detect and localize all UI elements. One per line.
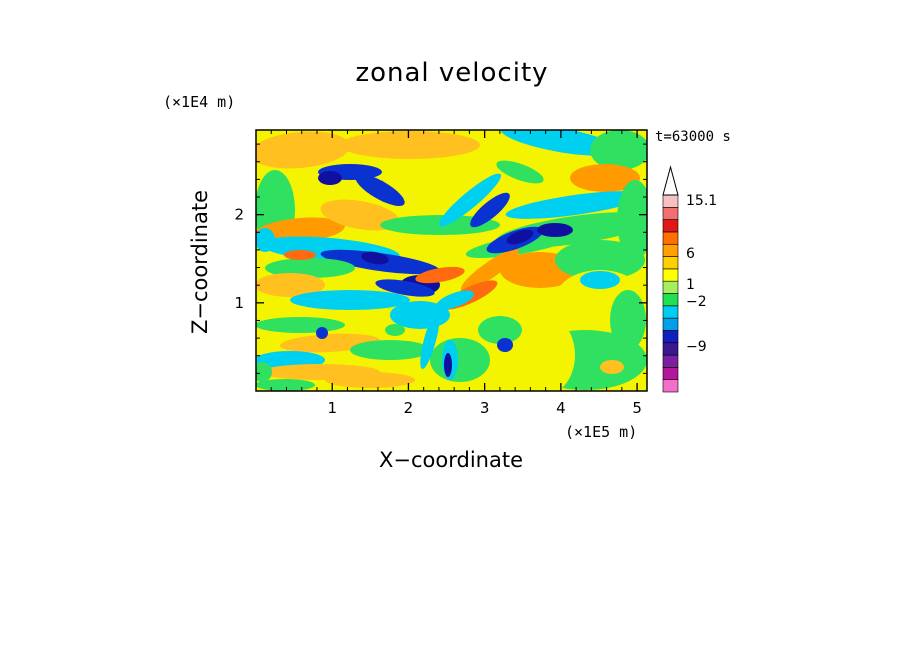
contour-patch: [430, 338, 490, 382]
colorbar-band: [662, 330, 679, 344]
colorbar-level-label: 1: [686, 277, 695, 293]
contour-patch: [460, 248, 520, 292]
x-axis-scale-label: (×1E5 m): [565, 423, 638, 441]
time-label: t=63000 s: [655, 129, 731, 145]
colorbar-level-label: 6: [686, 246, 695, 262]
colorbar-band: [662, 342, 679, 356]
y-axis-label: Z−coordinate: [188, 190, 212, 334]
x-tick-label: 5: [632, 399, 642, 417]
colorbar-level-label: −2: [686, 294, 707, 310]
x-tick-label: 1: [327, 399, 337, 417]
colorbar-band: [662, 207, 679, 220]
contour-patch: [385, 324, 405, 336]
contour-patch: [350, 340, 430, 360]
colorbar-level-label: −9: [686, 339, 707, 355]
y-tick-label: 1: [234, 294, 244, 312]
contour-patch: [610, 290, 646, 350]
colorbar-band: [662, 194, 679, 208]
contour-patch: [420, 310, 440, 370]
contour-patch: [470, 192, 510, 228]
colorbar-band: [662, 268, 679, 282]
colorbar-band: [662, 354, 679, 368]
colorbar-level-label: 15.1: [686, 193, 717, 209]
y-tick-label: 2: [234, 206, 244, 224]
contour-patch: [316, 327, 328, 339]
contour-patch: [415, 266, 465, 284]
contour-patch: [537, 223, 573, 237]
contour-patch: [256, 131, 350, 169]
contour-patch: [265, 258, 355, 278]
colorbar-band: [662, 243, 679, 257]
x-tick-label: 3: [480, 399, 490, 417]
contour-patch: [506, 229, 534, 245]
contour-patch: [444, 353, 452, 377]
contour-patch: [438, 173, 502, 227]
contour-patch: [290, 290, 410, 310]
colorbar-band: [662, 367, 679, 380]
contour-patch: [355, 173, 405, 207]
contour-patch: [256, 217, 345, 243]
y-axis: 12: [234, 143, 647, 374]
y-axis-scale-label: (×1E4 m): [163, 93, 236, 111]
colorbar-band: [662, 256, 679, 270]
contour-patch: [590, 130, 647, 170]
contour-patch: [256, 317, 345, 333]
colorbar-band: [662, 293, 679, 307]
contour-field: [256, 130, 647, 391]
x-axis: 1 2 3 4 5: [270, 130, 642, 417]
colorbar-band: [662, 305, 679, 319]
contour-patch: [284, 250, 316, 260]
contour-patch: [256, 273, 325, 297]
contour-patch: [580, 271, 620, 289]
contour-patch: [436, 290, 474, 310]
colorbar-band: [662, 280, 679, 294]
colorbar-band: [662, 231, 679, 245]
plot-frame: [255, 129, 648, 392]
x-tick-label: 4: [556, 399, 566, 417]
contour-patch: [496, 160, 544, 184]
colorbar-band: [662, 317, 679, 331]
contour-patch: [375, 279, 435, 297]
contour-patch: [570, 164, 640, 192]
contour-patch: [497, 338, 513, 352]
x-tick-label: 2: [404, 399, 414, 417]
contour-patch: [555, 240, 645, 280]
contour-patch: [340, 131, 480, 159]
contour-patch: [478, 316, 522, 344]
contour-patch: [361, 251, 389, 265]
colorbar-extend-arrow: [662, 165, 679, 196]
contour-patch: [256, 362, 272, 382]
colorbar: 15.1 6 1−2 −9: [662, 165, 717, 393]
contour-patch: [600, 360, 624, 374]
x-axis-label: X−coordinate: [379, 448, 523, 472]
contour-patch: [505, 191, 645, 219]
chart-title: zonal velocity: [355, 58, 549, 88]
colorbar-band: [662, 219, 679, 233]
contour-patch: [256, 228, 275, 252]
contour-patch: [515, 315, 575, 391]
contour-patch: [617, 180, 647, 260]
contour-patch: [320, 199, 400, 231]
colorbar-band: [662, 379, 679, 393]
contour-patch: [325, 372, 415, 388]
contour-patch: [318, 171, 342, 185]
